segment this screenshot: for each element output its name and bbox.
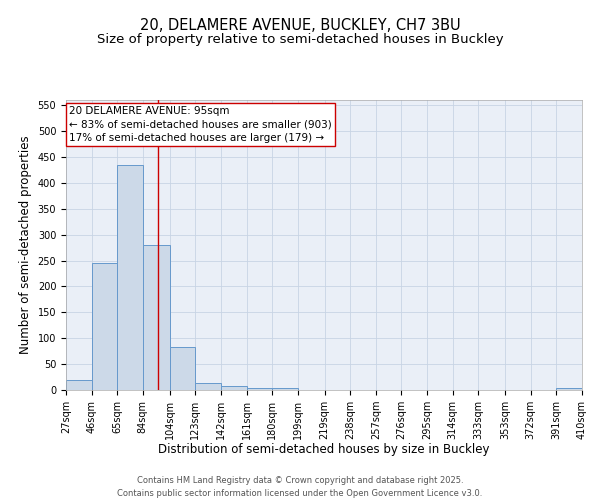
- Bar: [556, 388, 582, 390]
- Y-axis label: Number of semi-detached properties: Number of semi-detached properties: [19, 136, 32, 354]
- Bar: [272, 388, 298, 390]
- Text: 20 DELAMERE AVENUE: 95sqm
← 83% of semi-detached houses are smaller (903)
17% of: 20 DELAMERE AVENUE: 95sqm ← 83% of semi-…: [68, 106, 331, 142]
- Bar: [170, 347, 196, 390]
- Text: Size of property relative to semi-detached houses in Buckley: Size of property relative to semi-detach…: [97, 32, 503, 46]
- Bar: [66, 380, 92, 390]
- Bar: [247, 388, 272, 390]
- Text: 20, DELAMERE AVENUE, BUCKLEY, CH7 3BU: 20, DELAMERE AVENUE, BUCKLEY, CH7 3BU: [140, 18, 460, 32]
- Bar: [92, 263, 117, 390]
- Bar: [117, 164, 143, 390]
- Bar: [196, 384, 221, 390]
- Text: Contains HM Land Registry data © Crown copyright and database right 2025.
Contai: Contains HM Land Registry data © Crown c…: [118, 476, 482, 498]
- X-axis label: Distribution of semi-detached houses by size in Buckley: Distribution of semi-detached houses by …: [158, 444, 490, 456]
- Bar: [221, 386, 247, 390]
- Bar: [143, 245, 170, 390]
